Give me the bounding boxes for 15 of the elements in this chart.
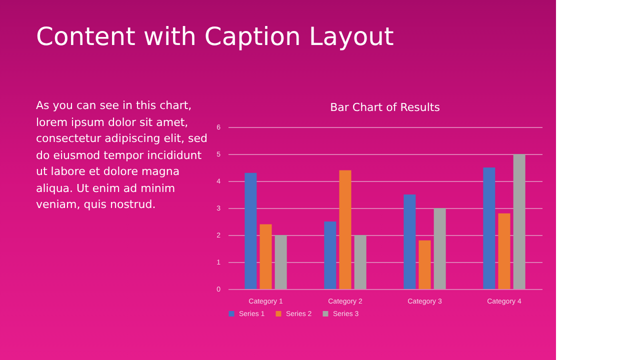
bar <box>513 154 526 289</box>
bar <box>434 208 446 289</box>
text: As you can see in this chart, lorem ipsum dolor sit amet, consectetur adipiscing elit, sed do eiusmod tempor incididunt ut labore et dolore magna aliqua. Ut enim ad minim veniam, quis nostrud. <box>36 98 208 213</box>
bar <box>404 194 416 289</box>
bar <box>498 213 510 289</box>
bar <box>418 240 431 289</box>
bar <box>260 224 272 289</box>
bar <box>244 172 257 289</box>
bar <box>274 235 287 289</box>
bar <box>354 235 366 289</box>
chart-title: Bar Chart of Results <box>330 101 440 114</box>
bar <box>324 222 336 289</box>
text: Content with Caption Layout <box>36 22 394 51</box>
bar <box>483 168 496 289</box>
bar <box>339 170 352 289</box>
